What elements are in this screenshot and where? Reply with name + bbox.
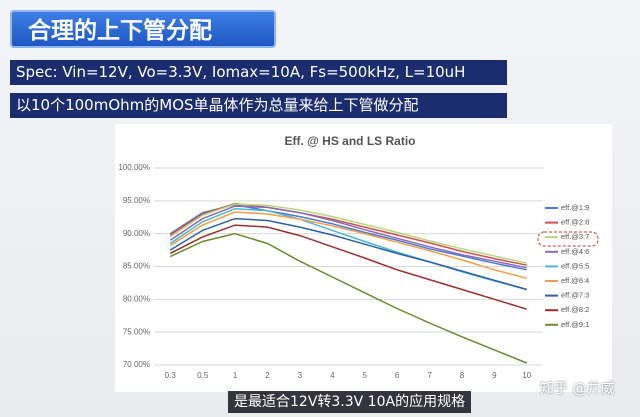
note-bar: 以10个100mOhm的MOS单晶体作为总量来给上下管做分配 bbox=[10, 93, 507, 118]
x-tick-label: 8 bbox=[460, 371, 465, 380]
legend-label: eff.@9:1 bbox=[561, 320, 589, 329]
series-line bbox=[169, 211, 527, 280]
y-tick-label: 70.00% bbox=[123, 360, 150, 369]
series-line bbox=[169, 232, 528, 364]
x-tick-label: 10 bbox=[522, 371, 531, 380]
x-tick-label: 3 bbox=[298, 371, 303, 380]
chart-title: Eff. @ HS and LS Ratio bbox=[284, 134, 415, 148]
legend-label: eff.@3:7 bbox=[561, 232, 589, 241]
legend-label: eff.@2:8 bbox=[561, 218, 589, 227]
x-tick-label: 5 bbox=[362, 371, 367, 380]
x-tick-label: 1 bbox=[233, 371, 238, 380]
legend-label: eff.@7:3 bbox=[561, 291, 589, 300]
watermark: 知乎 @井威 bbox=[540, 381, 615, 397]
legend-label: eff.@5:5 bbox=[561, 261, 589, 270]
y-tick-label: 80.00% bbox=[123, 294, 150, 303]
x-tick-label: 9 bbox=[492, 371, 497, 380]
legend-label: eff.@6:4 bbox=[561, 276, 589, 285]
legend-label: eff.@4:6 bbox=[561, 247, 589, 256]
series-line bbox=[169, 205, 527, 269]
y-tick-label: 95.00% bbox=[123, 196, 150, 205]
x-tick-label: 7 bbox=[427, 371, 432, 380]
x-tick-label: 0.3 bbox=[165, 371, 177, 380]
spec-bar: Spec: Vin=12V, Vo=3.3V, Iomax=10A, Fs=50… bbox=[10, 60, 507, 85]
caption: 是最适合12V转3.3V 10A的应用规格 bbox=[228, 391, 472, 413]
x-tick-label: 6 bbox=[395, 371, 400, 380]
series-line bbox=[169, 217, 528, 291]
y-tick-label: 75.00% bbox=[123, 327, 150, 336]
legend-label: eff.@8:2 bbox=[561, 305, 589, 314]
y-tick-label: 90.00% bbox=[123, 229, 150, 238]
y-tick-label: 85.00% bbox=[123, 262, 150, 271]
series-line bbox=[169, 224, 528, 310]
x-tick-label: 2 bbox=[265, 371, 270, 380]
legend-label: eff.@1:9 bbox=[561, 203, 589, 212]
slide-title: 合理的上下管分配 bbox=[10, 10, 276, 48]
y-tick-label: 100.00% bbox=[118, 163, 150, 172]
legend-highlight bbox=[537, 231, 599, 247]
x-tick-label: 4 bbox=[330, 371, 335, 380]
series-line bbox=[169, 203, 527, 264]
x-tick-label: 0.5 bbox=[197, 371, 209, 380]
